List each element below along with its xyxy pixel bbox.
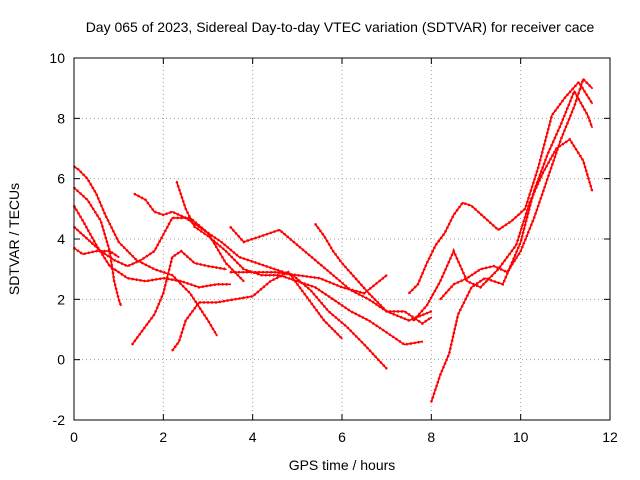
series-markers bbox=[171, 270, 343, 352]
series-markers bbox=[229, 226, 432, 322]
series-track-6 bbox=[131, 249, 227, 346]
series-line bbox=[439, 78, 593, 301]
series-track-13 bbox=[408, 79, 594, 295]
y-tick-label: 0 bbox=[57, 352, 65, 368]
y-tick-label: 8 bbox=[57, 110, 65, 126]
series-line bbox=[171, 271, 343, 352]
series-track-3 bbox=[72, 205, 232, 289]
series-track-14 bbox=[412, 137, 594, 322]
x-tick-label: 6 bbox=[338, 429, 346, 445]
chart-title: Day 065 of 2023, Sidereal Day-to-day VTE… bbox=[86, 19, 595, 35]
series-line bbox=[314, 223, 433, 325]
series-track-9 bbox=[175, 180, 424, 346]
series-track-12 bbox=[314, 223, 433, 326]
series-track-15 bbox=[430, 88, 594, 403]
series-markers bbox=[439, 76, 594, 301]
series-track-16 bbox=[439, 76, 594, 301]
series-track-10 bbox=[229, 226, 433, 322]
x-axis-label: GPS time / hours bbox=[289, 457, 396, 473]
y-axis-label: SDTVAR / TECUs bbox=[6, 183, 22, 295]
y-tick-label: 10 bbox=[49, 50, 65, 66]
series-line bbox=[133, 193, 388, 370]
series-line bbox=[131, 250, 227, 346]
series-track-5 bbox=[73, 246, 120, 259]
series-markers bbox=[412, 137, 594, 322]
y-tick-label: -2 bbox=[53, 412, 66, 428]
series-markers bbox=[73, 246, 120, 259]
y-tick-label: 6 bbox=[57, 171, 65, 187]
series-track-11 bbox=[229, 270, 388, 295]
x-tick-label: 8 bbox=[427, 429, 435, 445]
series-track-1 bbox=[73, 165, 219, 337]
x-tick-label: 4 bbox=[249, 429, 257, 445]
series-track-8 bbox=[171, 270, 343, 352]
series-markers bbox=[408, 79, 594, 295]
series-markers bbox=[133, 192, 388, 370]
series-markers bbox=[73, 165, 219, 337]
series-markers bbox=[230, 270, 388, 295]
grid bbox=[74, 58, 610, 420]
y-tick-label: 4 bbox=[57, 231, 65, 247]
series-markers bbox=[175, 181, 423, 346]
y-tick-label: 2 bbox=[57, 291, 65, 307]
series-group bbox=[72, 76, 594, 403]
series-markers bbox=[430, 88, 594, 403]
x-tick-label: 10 bbox=[513, 429, 529, 445]
series-line bbox=[73, 205, 232, 289]
series-line bbox=[229, 271, 388, 295]
series-line bbox=[412, 138, 593, 322]
x-tick-label: 0 bbox=[70, 429, 78, 445]
x-tick-label: 2 bbox=[159, 429, 167, 445]
series-track-4 bbox=[73, 216, 245, 283]
series-line bbox=[175, 180, 424, 346]
series-markers bbox=[314, 223, 433, 326]
x-tick-label: 12 bbox=[602, 429, 618, 445]
series-line bbox=[430, 90, 593, 403]
series-markers bbox=[73, 216, 245, 283]
series-track-7 bbox=[133, 192, 388, 370]
